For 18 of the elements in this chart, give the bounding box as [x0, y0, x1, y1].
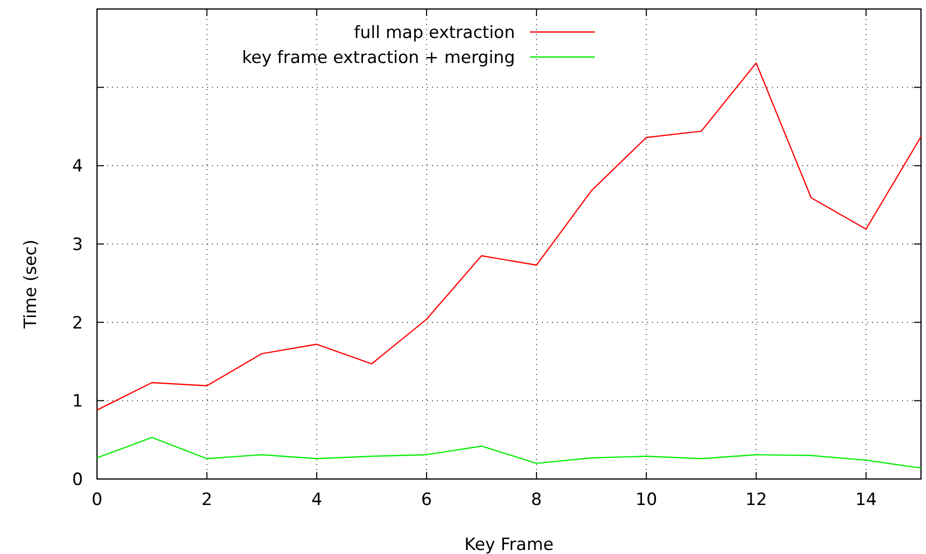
- legend-label: key frame extraction + merging: [242, 48, 515, 68]
- x-axis-title: Key Frame: [464, 535, 554, 554]
- y-tick-label: 1: [72, 392, 83, 412]
- x-tick-label: 10: [636, 490, 658, 510]
- line-series: [96, 436, 922, 469]
- y-tick-label: 3: [72, 235, 83, 255]
- x-tick-label: 6: [421, 490, 432, 510]
- x-tick-label: 8: [531, 490, 542, 510]
- x-tick-label: 14: [855, 490, 877, 510]
- y-tick-label: 0: [72, 470, 83, 490]
- x-tick-label: 2: [201, 490, 212, 510]
- y-axis-title: Time (sec): [21, 240, 41, 330]
- y-tick-label: 4: [72, 156, 83, 177]
- y-tick-label: 2: [72, 313, 83, 334]
- x-tick-label: 4: [311, 490, 322, 510]
- legend-label: full map extraction: [354, 23, 515, 43]
- x-tick-label: 12: [745, 490, 768, 510]
- x-tick-label: 0: [92, 490, 102, 510]
